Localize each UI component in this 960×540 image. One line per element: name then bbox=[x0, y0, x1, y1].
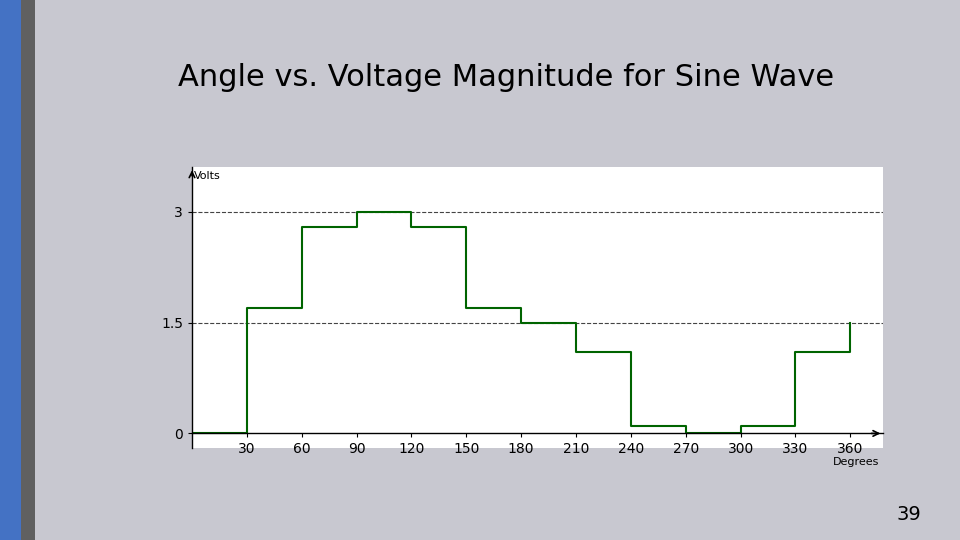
Text: Volts: Volts bbox=[194, 171, 221, 181]
Text: Angle vs. Voltage Magnitude for Sine Wave: Angle vs. Voltage Magnitude for Sine Wav… bbox=[178, 63, 833, 92]
Text: Degrees: Degrees bbox=[833, 457, 879, 467]
Text: 39: 39 bbox=[897, 505, 922, 524]
